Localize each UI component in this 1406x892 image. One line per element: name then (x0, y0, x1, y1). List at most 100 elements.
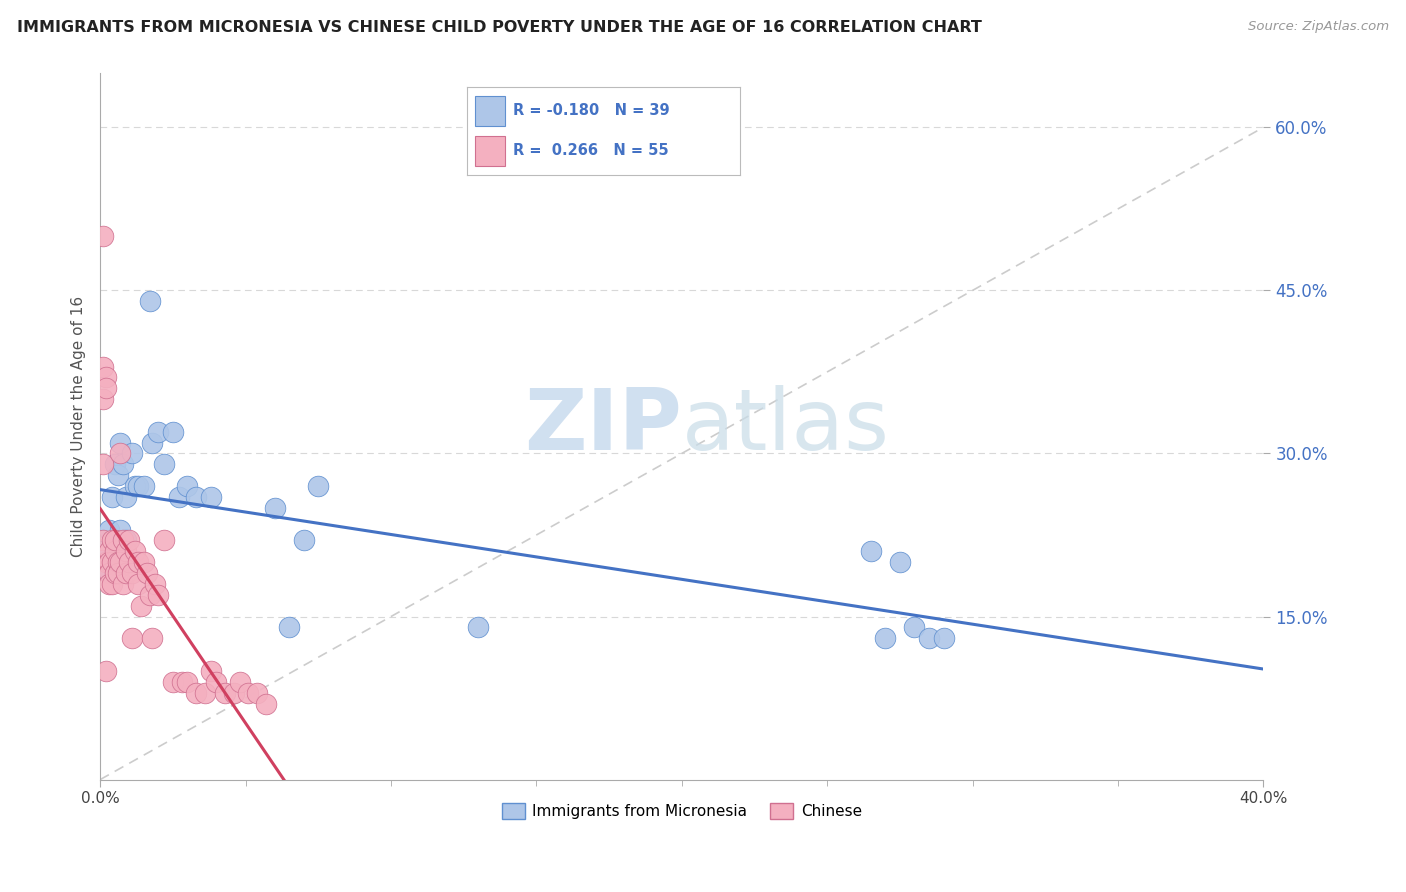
Point (903, 620, 925, 634)
Point (246, 685, 269, 699)
Point (94, 555, 117, 569)
Point (124, 479, 146, 493)
Point (229, 674, 252, 689)
Point (118, 533, 141, 548)
Point (145, 577, 167, 591)
Point (110, 523, 132, 537)
Point (135, 566, 157, 580)
Point (238, 685, 260, 699)
Point (97, 555, 120, 569)
Point (97, 544, 120, 558)
Point (889, 555, 911, 569)
Point (100, 490, 122, 504)
Text: atlas: atlas (682, 384, 890, 467)
Point (118, 555, 141, 569)
Text: Source: ZipAtlas.com: Source: ZipAtlas.com (1249, 20, 1389, 33)
Point (91, 359, 114, 374)
Point (254, 697, 277, 711)
Point (278, 620, 301, 634)
Point (200, 490, 222, 504)
Point (104, 566, 127, 580)
Point (100, 577, 122, 591)
Point (153, 458, 176, 472)
Point (200, 664, 222, 678)
Point (138, 294, 160, 309)
Point (112, 533, 135, 548)
Point (176, 674, 198, 689)
Point (148, 425, 170, 439)
Point (162, 674, 184, 689)
Point (467, 620, 489, 634)
Point (104, 533, 127, 548)
Point (162, 425, 184, 439)
Point (97, 566, 120, 580)
Point (141, 632, 163, 646)
Point (153, 533, 176, 548)
Point (115, 544, 138, 558)
Text: ZIP: ZIP (524, 384, 682, 467)
Point (107, 555, 129, 569)
Point (176, 479, 198, 493)
Point (141, 435, 163, 450)
Point (121, 446, 143, 460)
Y-axis label: Child Poverty Under the Age of 16: Child Poverty Under the Age of 16 (72, 296, 86, 557)
Point (115, 490, 138, 504)
Point (110, 435, 132, 450)
Text: IMMIGRANTS FROM MICRONESIA VS CHINESE CHILD POVERTY UNDER THE AGE OF 16 CORRELAT: IMMIGRANTS FROM MICRONESIA VS CHINESE CH… (17, 20, 981, 35)
Point (127, 555, 149, 569)
Point (307, 479, 329, 493)
Point (859, 544, 882, 558)
Point (214, 685, 236, 699)
Point (110, 446, 132, 460)
Point (132, 479, 155, 493)
Point (127, 479, 149, 493)
Point (184, 490, 207, 504)
Point (170, 674, 193, 689)
Point (91, 392, 114, 406)
Point (222, 685, 245, 699)
Legend: Immigrants from Micronesia, Chinese: Immigrants from Micronesia, Chinese (495, 797, 868, 825)
Point (100, 533, 122, 548)
Point (110, 555, 132, 569)
Point (97, 566, 120, 580)
Point (107, 544, 129, 558)
Point (148, 588, 170, 602)
Point (107, 566, 129, 580)
Point (121, 632, 143, 646)
Point (91, 458, 114, 472)
Point (91, 544, 114, 558)
Point (918, 632, 941, 646)
Point (132, 555, 155, 569)
Point (932, 632, 955, 646)
Point (292, 533, 315, 548)
Point (875, 632, 897, 646)
Point (94, 381, 117, 395)
Point (104, 458, 127, 472)
Point (127, 577, 149, 591)
Point (124, 544, 146, 558)
Point (138, 588, 160, 602)
Point (97, 577, 120, 591)
Point (112, 458, 135, 472)
Point (115, 533, 138, 548)
Point (194, 685, 217, 699)
Point (91, 533, 114, 548)
Point (118, 555, 141, 569)
Point (263, 500, 285, 515)
Point (167, 490, 190, 504)
Point (94, 664, 117, 678)
Point (129, 599, 152, 613)
Point (97, 523, 120, 537)
Point (94, 555, 117, 569)
Point (100, 555, 122, 569)
Point (104, 544, 127, 558)
Point (205, 674, 228, 689)
Point (112, 577, 135, 591)
Point (91, 229, 114, 244)
Point (115, 566, 138, 580)
Point (94, 370, 117, 384)
Point (184, 685, 207, 699)
Point (107, 468, 129, 483)
Point (104, 533, 127, 548)
Point (121, 566, 143, 580)
